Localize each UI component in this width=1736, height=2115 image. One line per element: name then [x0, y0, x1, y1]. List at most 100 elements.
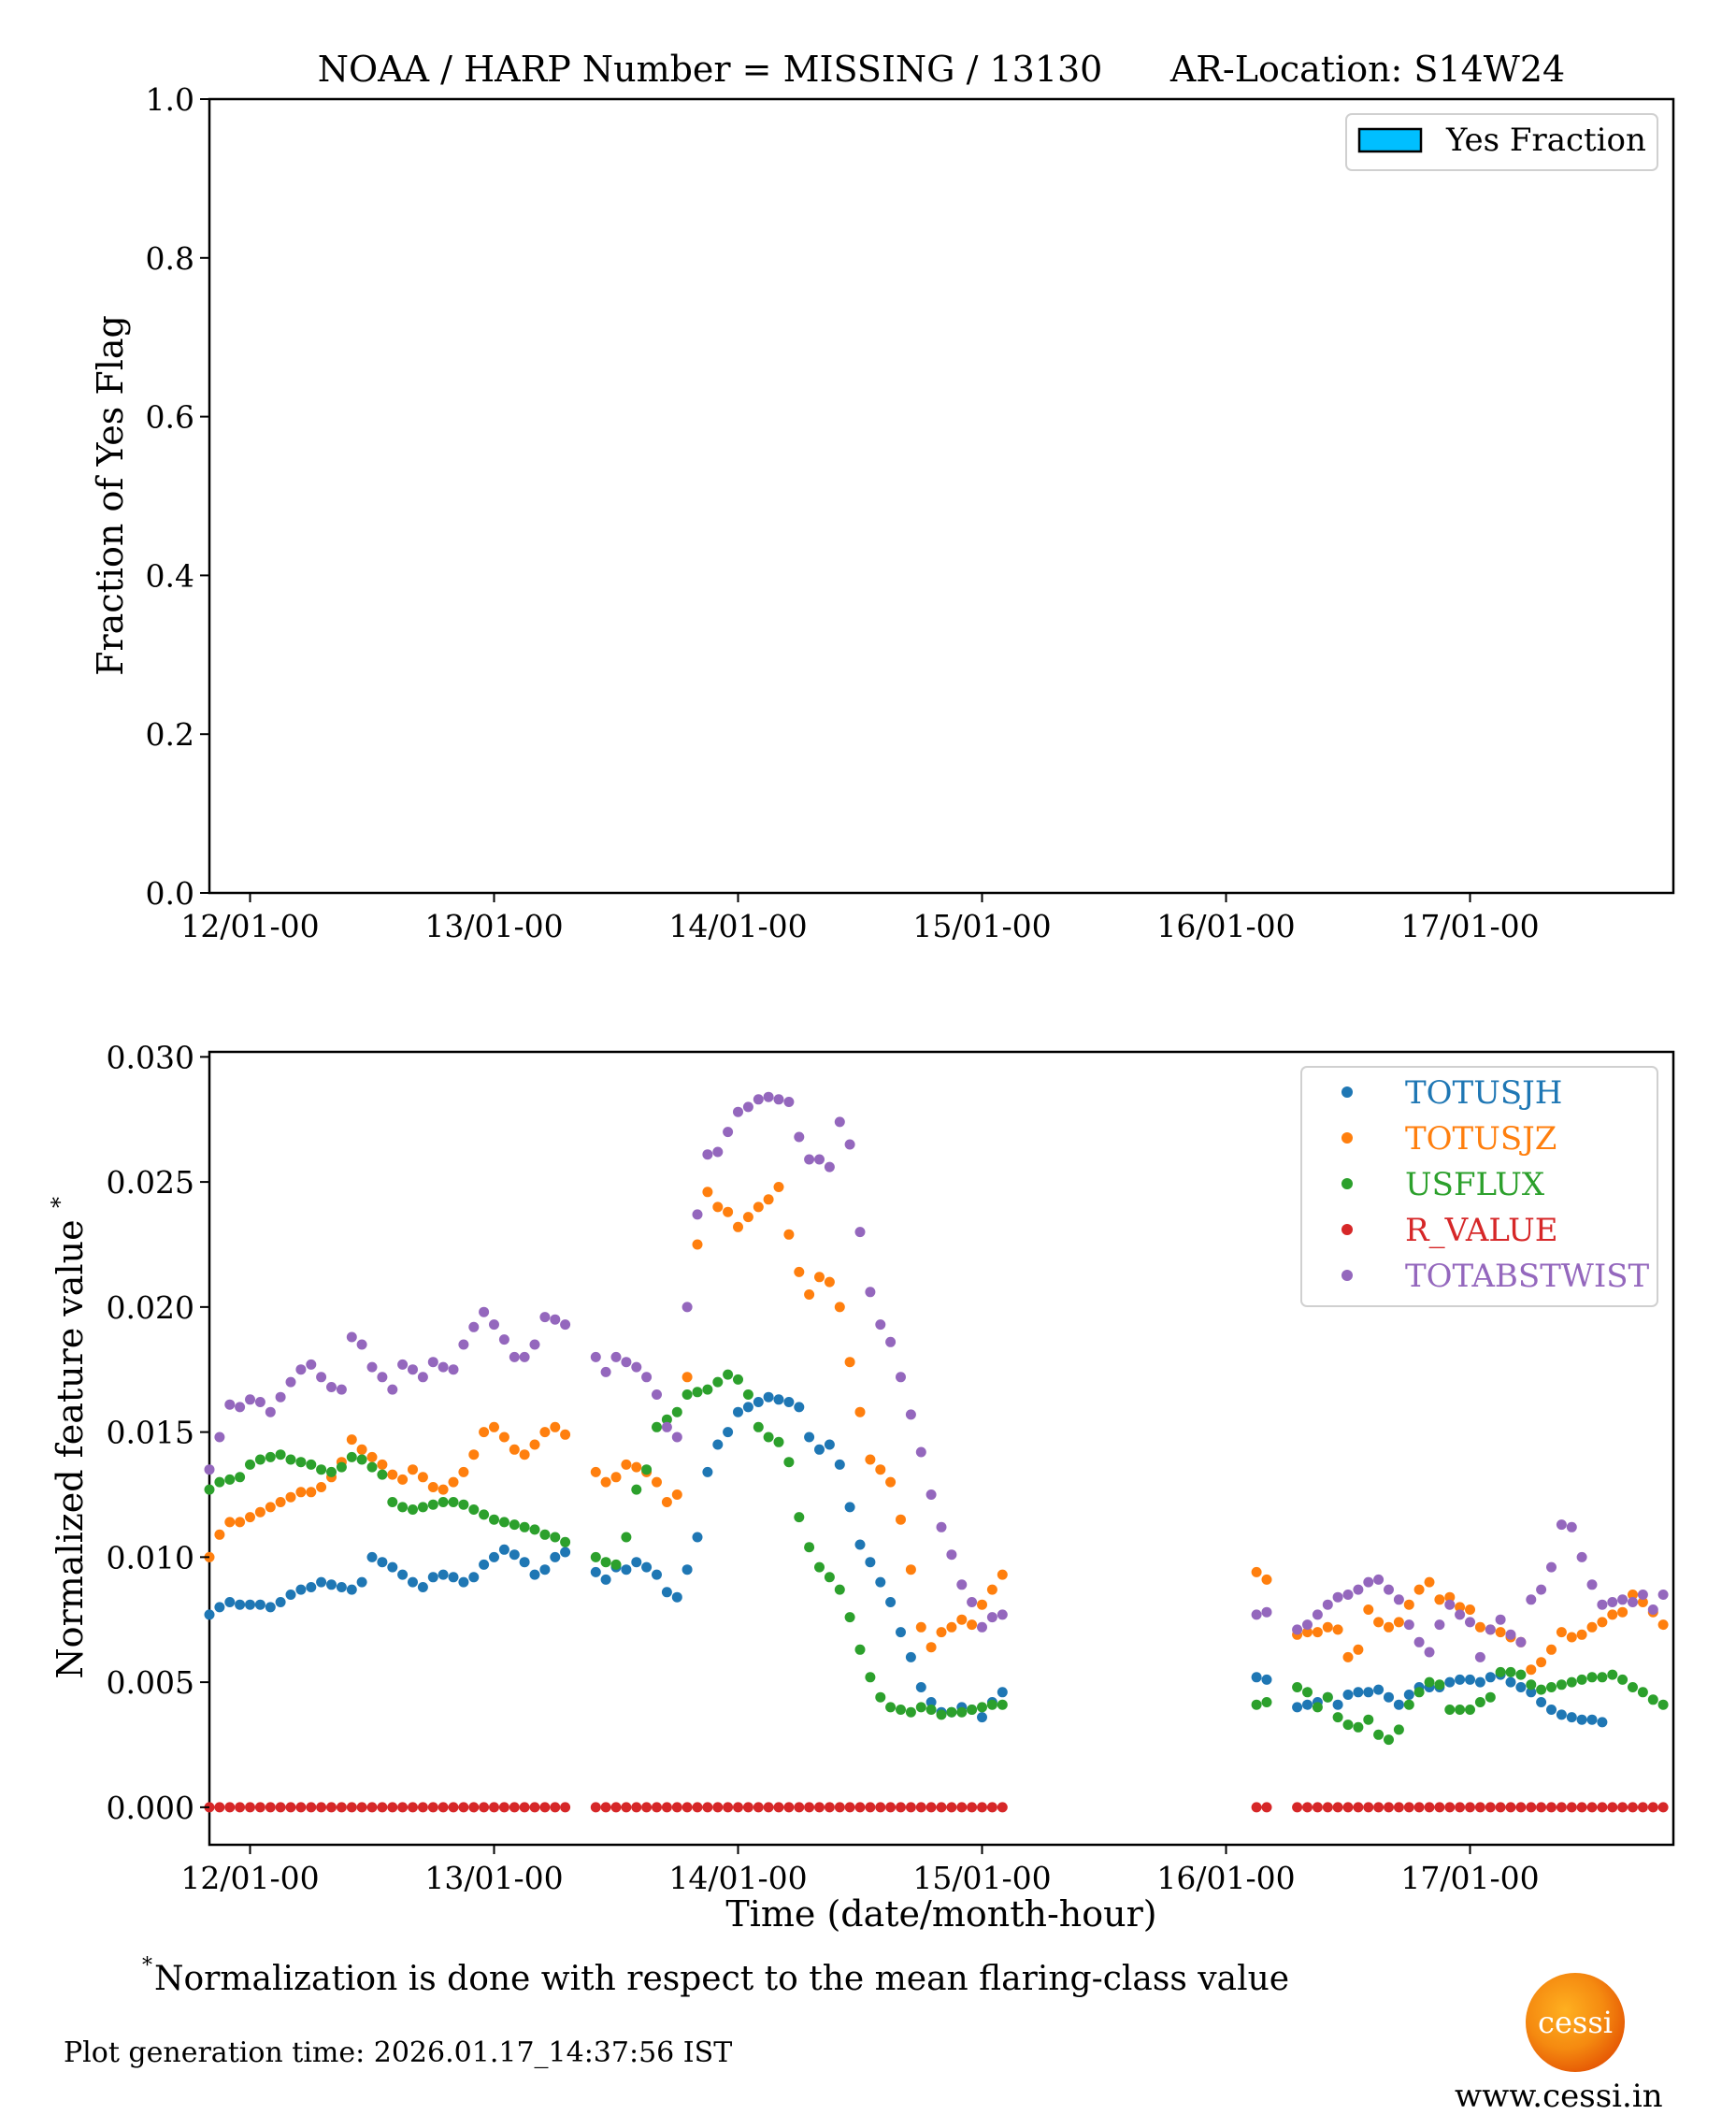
data-point-totusjz: [712, 1201, 724, 1213]
data-point-totabstwist: [936, 1521, 947, 1532]
data-point-r-value: [285, 1802, 296, 1813]
data-point-totusjz: [458, 1466, 469, 1477]
x-tick-label: 16/01-00: [1156, 1860, 1295, 1896]
data-point-totusjh: [641, 1561, 653, 1573]
data-point-r-value: [753, 1802, 764, 1813]
cessi-logo: cessi: [1526, 1973, 1625, 2072]
top-panel: 0.0 0.2 0.4 0.6 0.8 1.0 12/01-00 13/01-00 14/01…: [90, 81, 1675, 944]
cessi-url[interactable]: www.cessi.in: [1455, 2078, 1663, 2115]
top-plot-area: [208, 97, 1675, 895]
bottom-y-axis: 0.000 0.005 0.010 0.015 0.020 0.025 0.030: [107, 1039, 209, 1826]
data-point-totabstwist: [661, 1421, 672, 1432]
data-point-usflux: [1607, 1669, 1618, 1680]
data-point-totusjh: [671, 1591, 682, 1603]
data-point-totabstwist: [235, 1402, 246, 1413]
data-point-usflux: [560, 1536, 571, 1547]
data-point-totusjh: [712, 1439, 724, 1450]
data-point-r-value: [1393, 1802, 1404, 1813]
data-point-usflux: [946, 1706, 957, 1718]
data-point-totusjh: [723, 1427, 734, 1438]
data-point-totusjh: [1332, 1699, 1343, 1710]
data-point-totusjz: [1597, 1617, 1608, 1628]
data-point-totusjh: [1556, 1709, 1567, 1720]
data-point-totusjz: [1444, 1591, 1456, 1603]
data-point-usflux: [773, 1436, 784, 1447]
data-point-totusjh: [794, 1402, 805, 1413]
data-point-r-value: [408, 1802, 418, 1813]
data-point-totusjz: [631, 1461, 642, 1473]
data-point-usflux: [733, 1374, 743, 1385]
data-point-totusjh: [742, 1402, 753, 1413]
data-point-r-value: [854, 1802, 866, 1813]
data-point-totabstwist: [986, 1612, 997, 1623]
data-point-totusjh: [1373, 1684, 1384, 1695]
data-point-r-value: [245, 1802, 255, 1813]
data-point-totusjz: [1261, 1574, 1272, 1585]
data-point-totusjz: [733, 1221, 743, 1232]
data-point-totabstwist: [346, 1331, 357, 1343]
data-point-r-value: [1607, 1802, 1618, 1813]
data-point-totabstwist: [814, 1154, 825, 1165]
data-point-r-value: [265, 1802, 276, 1813]
data-point-usflux: [1403, 1699, 1414, 1710]
data-point-r-value: [915, 1802, 926, 1813]
data-point-totusjh: [397, 1569, 409, 1580]
data-point-r-value: [560, 1802, 571, 1813]
data-point-totabstwist: [621, 1357, 632, 1368]
data-point-totusjz: [621, 1459, 632, 1470]
data-point-usflux: [214, 1476, 225, 1488]
data-point-r-value: [1474, 1802, 1485, 1813]
data-point-r-value: [1465, 1802, 1475, 1813]
data-point-totusjh: [1251, 1672, 1262, 1683]
data-point-totusjz: [936, 1627, 947, 1638]
data-point-usflux: [967, 1705, 978, 1715]
data-point-r-value: [681, 1802, 693, 1813]
data-point-totusjh: [468, 1572, 480, 1583]
data-point-totusjz: [224, 1517, 236, 1528]
data-point-totabstwist: [550, 1314, 561, 1325]
data-point-r-value: [723, 1802, 734, 1813]
data-point-totusjz: [854, 1406, 866, 1417]
data-point-totusjh: [275, 1597, 286, 1607]
data-point-totusjz: [1526, 1664, 1537, 1676]
data-point-totabstwist: [1424, 1647, 1435, 1658]
data-point-usflux: [1647, 1694, 1658, 1705]
data-point-r-value: [1637, 1802, 1648, 1813]
y-tick-label: 0.025: [107, 1164, 194, 1201]
data-point-totusjz: [1474, 1621, 1485, 1633]
data-point-totusjz: [1403, 1599, 1414, 1610]
data-point-totusjh: [550, 1551, 561, 1562]
data-point-totusjz: [1465, 1604, 1475, 1615]
data-point-r-value: [814, 1802, 825, 1813]
data-point-usflux: [417, 1502, 428, 1513]
data-point-r-value: [1495, 1802, 1506, 1813]
data-point-r-value: [550, 1802, 561, 1813]
data-point-usflux: [956, 1706, 968, 1718]
data-point-totusjh: [1302, 1699, 1313, 1710]
data-point-totabstwist: [356, 1339, 367, 1350]
data-point-r-value: [326, 1802, 337, 1813]
data-point-totusjh: [1261, 1674, 1272, 1685]
data-point-totabstwist: [1597, 1599, 1608, 1610]
data-point-r-value: [733, 1802, 743, 1813]
legend-label-yes-fraction: Yes Fraction: [1445, 122, 1646, 159]
cessi-logo-text: cessi: [1538, 2005, 1613, 2040]
data-point-r-value: [804, 1802, 815, 1813]
data-point-totusjh: [1536, 1697, 1547, 1707]
data-point-r-value: [1251, 1802, 1262, 1813]
data-point-totabstwist: [498, 1334, 509, 1345]
data-point-totusjz: [671, 1489, 682, 1500]
data-point-totusjh: [316, 1576, 327, 1588]
data-point-r-value: [610, 1802, 622, 1813]
data-point-totusjh: [366, 1551, 378, 1562]
data-point-totusjz: [346, 1434, 357, 1446]
legend-marker-usflux: [1341, 1178, 1353, 1189]
data-point-totabstwist: [468, 1321, 480, 1332]
data-point-totabstwist: [702, 1149, 713, 1160]
data-point-totabstwist: [977, 1621, 987, 1633]
data-point-usflux: [356, 1454, 367, 1465]
data-point-totabstwist: [1302, 1619, 1313, 1631]
data-point-totusjh: [1393, 1699, 1404, 1710]
data-point-r-value: [652, 1802, 662, 1813]
data-point-totabstwist: [1546, 1561, 1557, 1573]
